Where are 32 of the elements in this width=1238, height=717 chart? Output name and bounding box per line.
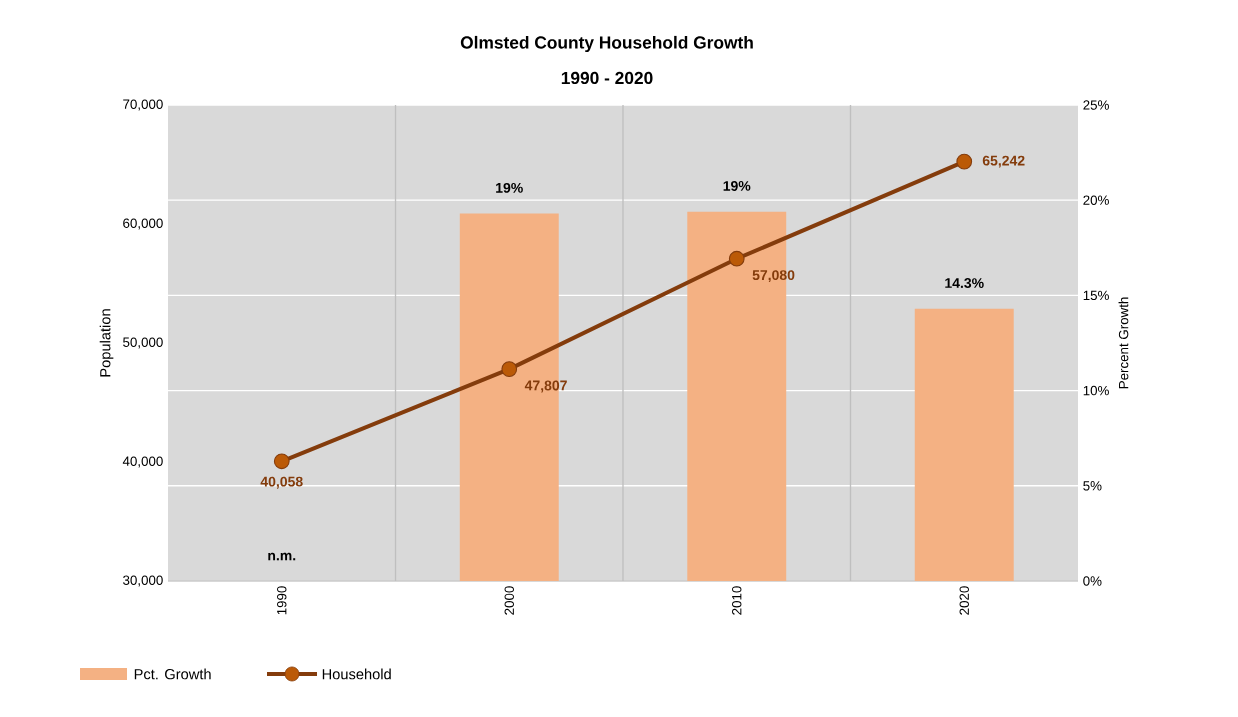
y2-tick-label: 0%	[1083, 576, 1102, 586]
data-label: 40,058	[260, 476, 303, 489]
data-label: 19%	[496, 182, 523, 193]
y2-axis-title: Percent Growth	[1118, 297, 1129, 389]
point	[273, 453, 290, 470]
y-tick-label: 40,000	[122, 456, 163, 468]
x-tick-label: 2010	[732, 586, 742, 615]
x-tick-label: 2020	[959, 586, 969, 615]
y2-tick-label: 5%	[1083, 481, 1102, 491]
x-tick-label: 1990	[277, 586, 287, 615]
chart-subtitle: 1990 - 2020	[561, 71, 653, 85]
data-label: 19%	[723, 181, 751, 191]
point	[501, 361, 518, 377]
y2-tick-label: 15%	[1083, 290, 1109, 301]
legend-label: Household	[322, 668, 391, 680]
y-tick-label: 60,000	[123, 218, 163, 230]
y-tick-label: 50,000	[123, 337, 163, 349]
y-tick-label: 30,000	[123, 575, 163, 587]
y-tick-label: 70,000	[123, 99, 163, 111]
y2-tick-label: 20%	[1083, 195, 1109, 205]
text: n.m.	[268, 552, 296, 561]
point	[728, 250, 745, 267]
y2-tick-label: 10%	[1083, 385, 1109, 396]
x-tick-label: 2000	[504, 586, 514, 615]
legend-label: Pct. Growth	[134, 668, 211, 680]
data-label: 14.3%	[945, 278, 984, 289]
y-axis-title: Population	[99, 309, 114, 377]
point	[956, 153, 973, 170]
data-label: 65,242	[982, 155, 1025, 168]
bar	[914, 308, 1014, 581]
chart-title: Olmsted County Household Growth	[460, 35, 753, 53]
y2-tick-label: 25%	[1083, 100, 1109, 110]
